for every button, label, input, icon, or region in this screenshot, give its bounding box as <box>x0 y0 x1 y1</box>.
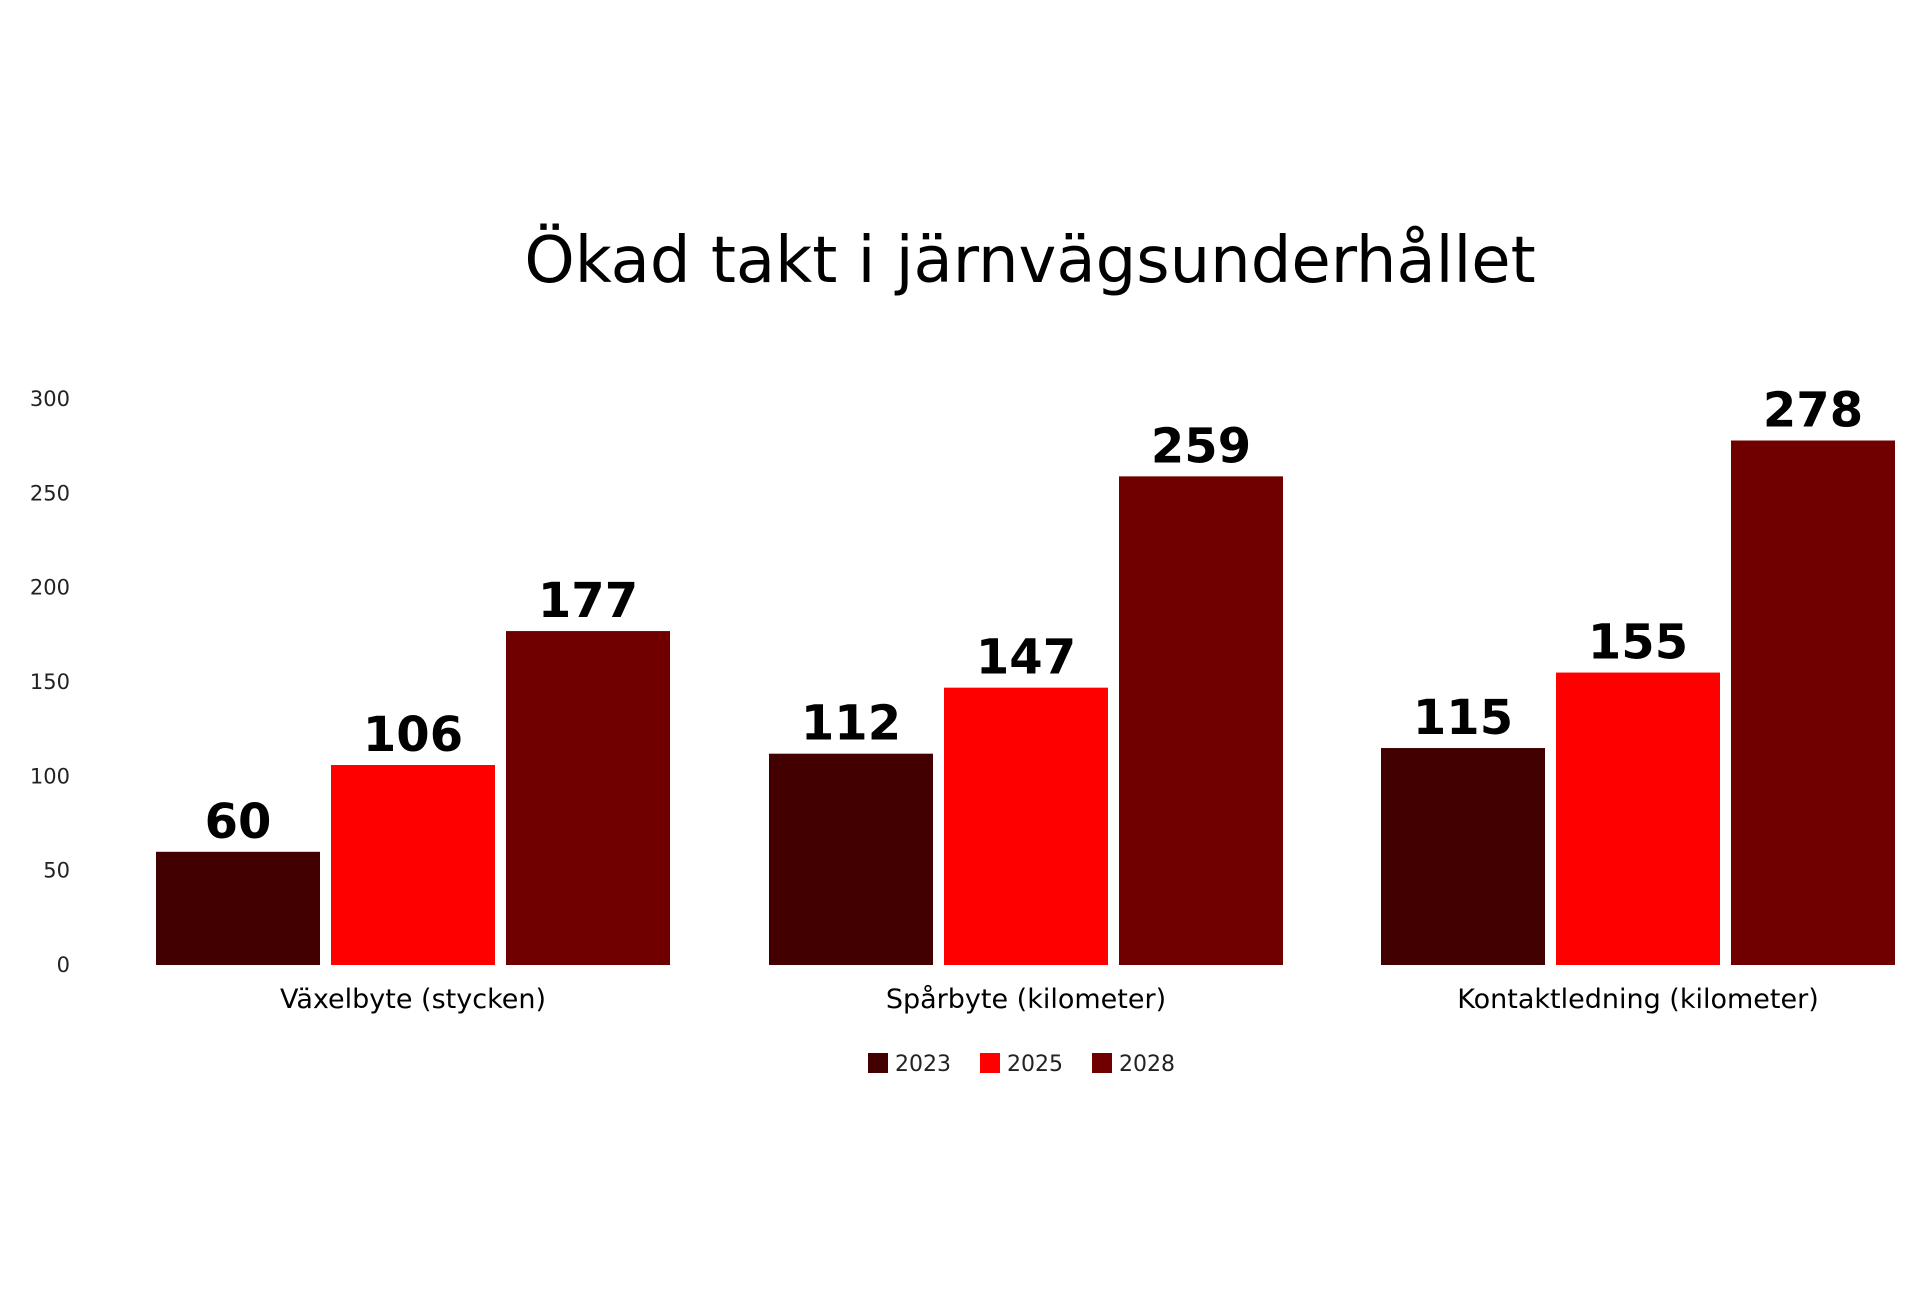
legend-label: 2025 <box>1007 1052 1063 1077</box>
bar-group: 60 106 177 <box>156 573 670 965</box>
y-tick-label: 100 <box>30 764 70 788</box>
legend-label: 2028 <box>1119 1052 1175 1077</box>
bar-groups: 60 106 177 112 147 259 115 155 278 <box>156 383 1895 965</box>
bar-2025 <box>331 765 495 965</box>
legend-swatch <box>980 1053 1000 1073</box>
bar-2023 <box>769 754 933 965</box>
data-label: 259 <box>1151 418 1251 474</box>
data-label: 60 <box>205 794 272 850</box>
legend-item: 2023 <box>868 1052 951 1077</box>
bar-group: 112 147 259 <box>769 418 1283 965</box>
y-tick-label: 50 <box>43 859 70 883</box>
data-label: 115 <box>1413 690 1513 746</box>
category-label: Kontaktledning (kilometer) <box>1457 984 1818 1015</box>
bar-2025 <box>1556 673 1720 965</box>
data-label: 106 <box>363 707 463 763</box>
category-label: Spårbyte (kilometer) <box>886 984 1166 1015</box>
legend-swatch <box>1092 1053 1112 1073</box>
y-tick-label: 200 <box>30 576 70 600</box>
data-label: 112 <box>801 696 901 752</box>
legend: 2023 2025 2028 <box>868 1052 1175 1077</box>
legend-label: 2023 <box>895 1052 951 1077</box>
y-tick-label: 250 <box>30 481 70 505</box>
x-axis: Växelbyte (stycken) Spårbyte (kilometer) K… <box>280 984 1819 1015</box>
bar-2028 <box>1119 476 1283 965</box>
bar-2028 <box>1731 441 1895 965</box>
data-label: 177 <box>538 573 638 629</box>
bar-2025 <box>944 688 1108 965</box>
legend-item: 2025 <box>980 1052 1063 1077</box>
legend-item: 2028 <box>1092 1052 1175 1077</box>
data-label: 278 <box>1763 383 1863 439</box>
category-label: Växelbyte (stycken) <box>280 984 546 1015</box>
chart-title: Ökad takt i järnvägsunderhållet <box>524 223 1535 298</box>
data-label: 147 <box>976 630 1076 686</box>
bar-2023 <box>156 852 320 965</box>
legend-swatch <box>868 1053 888 1073</box>
y-tick-label: 0 <box>57 953 70 977</box>
bar-2028 <box>506 631 670 965</box>
data-label: 155 <box>1588 615 1688 671</box>
y-axis: 0 50 100 150 200 250 300 <box>30 387 70 977</box>
y-tick-label: 300 <box>30 387 70 411</box>
bar-group: 115 155 278 <box>1381 383 1895 965</box>
y-tick-label: 150 <box>30 670 70 694</box>
bar-2023 <box>1381 748 1545 965</box>
